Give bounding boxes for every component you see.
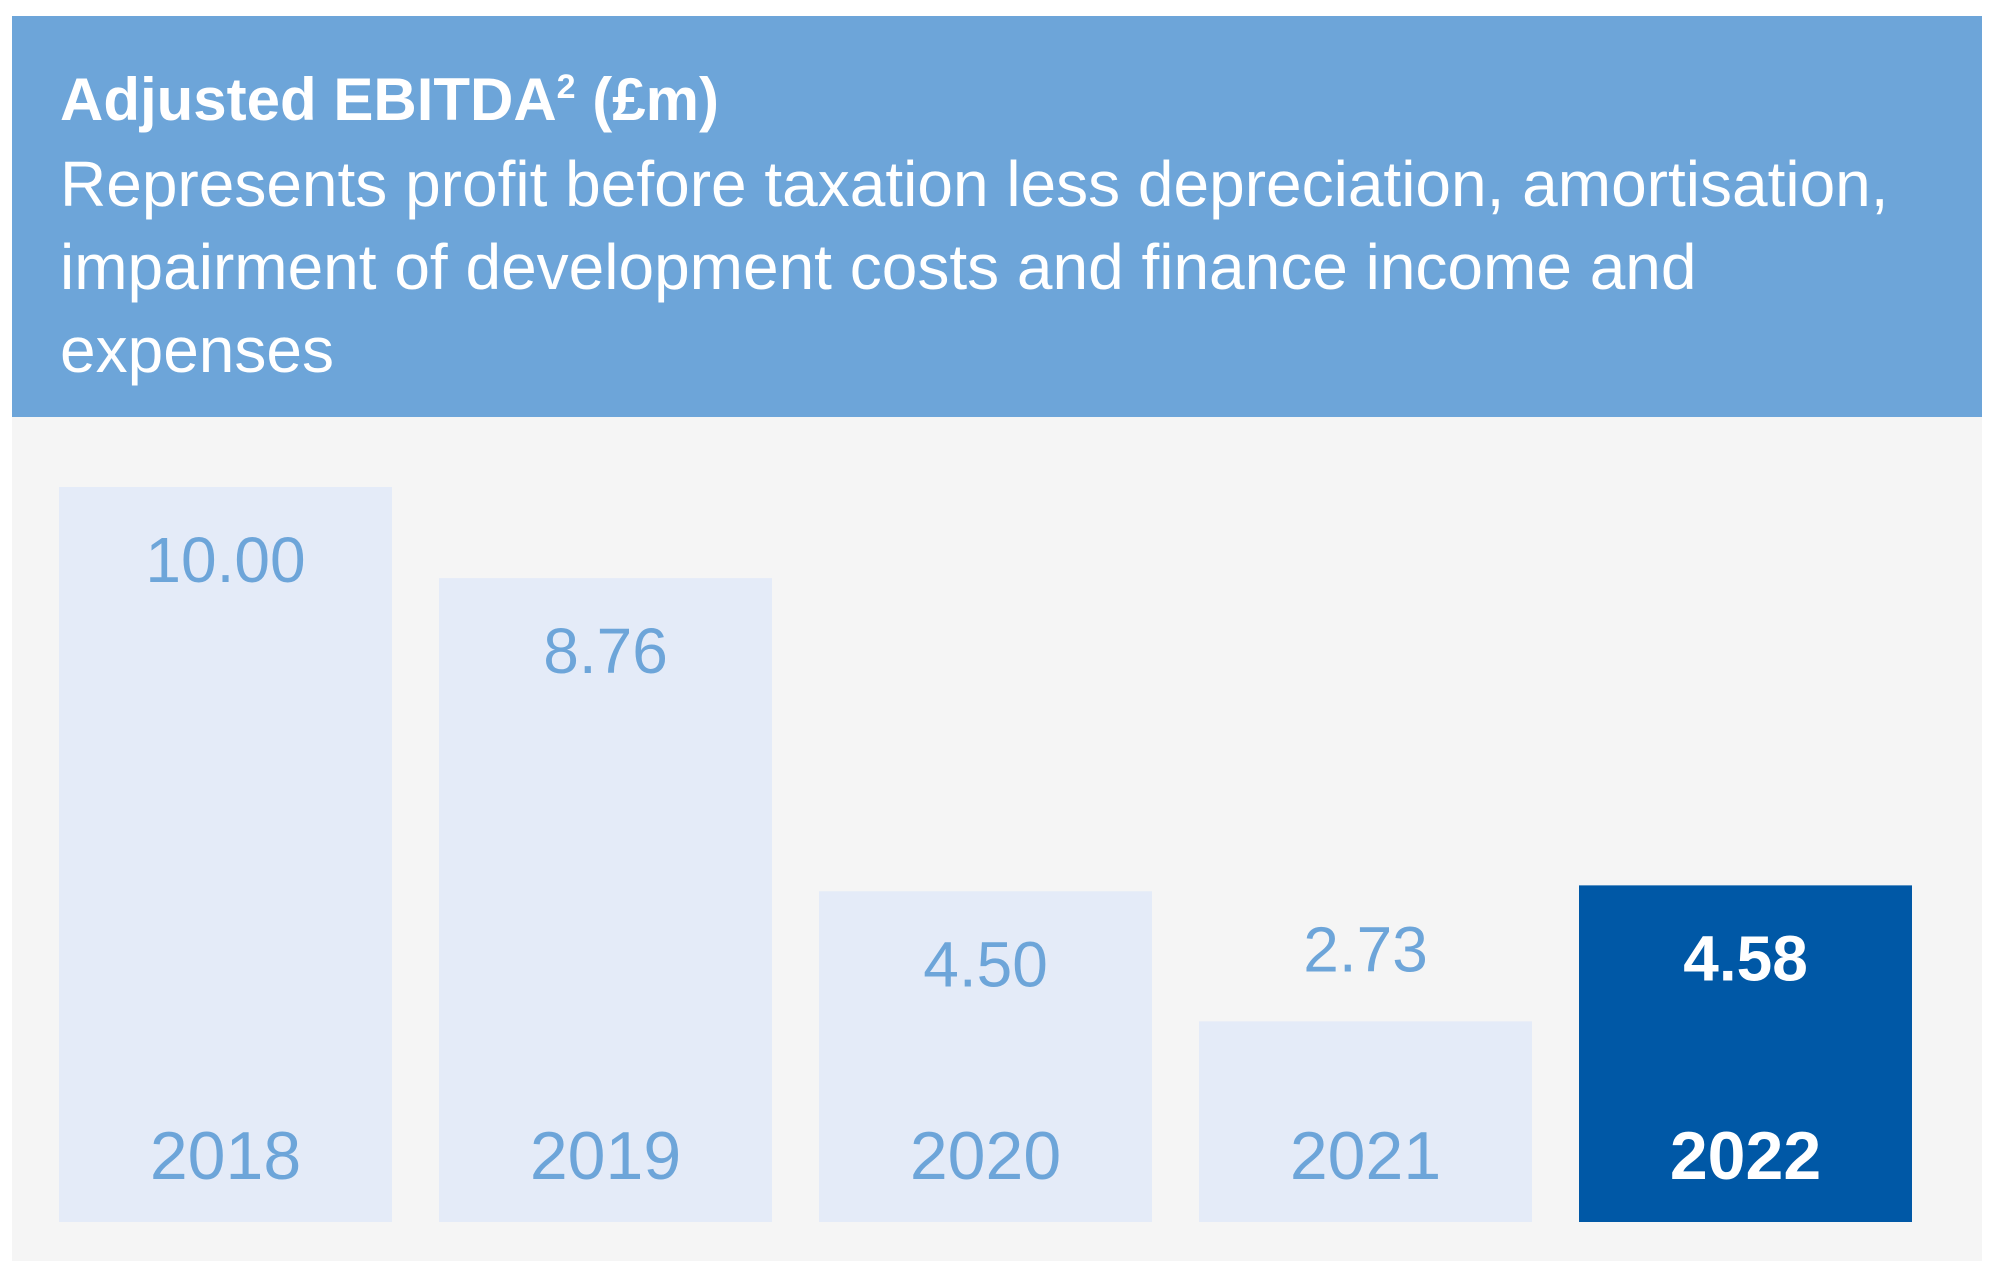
category-label-2021: 2021 [1290,1118,1441,1194]
chart-subtitle: Represents profit before taxation less d… [60,148,1889,386]
bar-2019 [439,578,772,1222]
chart-card: Adjusted EBITDA2 (£m) Represents profit … [12,16,1982,1261]
bar-chart-svg: 10.00 2018 8.76 2019 4.50 2020 2.73 2021 4.58 202… [59,487,1912,1222]
category-label-2022: 2022 [1670,1118,1821,1194]
bar-2022 [1579,885,1912,1222]
bar-group-2022: 4.58 2022 [1579,885,1912,1222]
chart-title-footnote-marker: 2 [556,68,576,106]
bar-group-2021: 2.73 2021 [1199,913,1532,1222]
bar-chart: 10.00 2018 8.76 2019 4.50 2020 2.73 2021 4.58 202… [12,417,1982,1261]
bar-value-label-2020: 4.50 [923,928,1048,1000]
category-label-2020: 2020 [910,1118,1061,1194]
chart-header: Adjusted EBITDA2 (£m) Represents profit … [12,16,1982,417]
bar-2020 [819,891,1152,1222]
bar-2021 [1199,1021,1532,1222]
bar-group-2019: 8.76 2019 [439,578,772,1222]
chart-title: Adjusted EBITDA2 (£m) [60,64,719,136]
category-label-2019: 2019 [530,1118,681,1194]
bar-group-2018: 10.00 2018 [59,487,392,1222]
bar-value-label-2019: 8.76 [543,615,668,687]
bar-value-label-2022: 4.58 [1683,922,1808,994]
bar-value-label-2021: 2.73 [1303,913,1428,985]
bar-2018 [59,487,392,1222]
chart-title-text: Adjusted EBITDA [60,66,557,133]
bar-value-label-2018: 10.00 [145,524,305,596]
bar-group-2020: 4.50 2020 [819,891,1152,1222]
category-label-2018: 2018 [150,1118,301,1194]
chart-title-unit: (£m) [575,66,719,133]
